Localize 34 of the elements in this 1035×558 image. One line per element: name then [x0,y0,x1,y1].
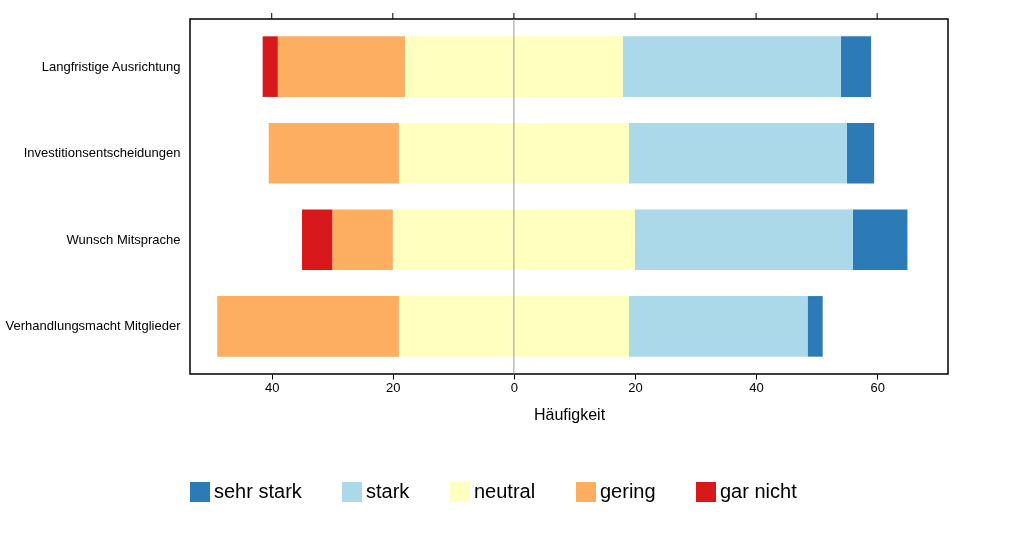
x-tick-label: 0 [510,379,519,395]
bar [217,296,399,357]
legend-label: gering [600,480,656,502]
x-tick-label: 60 [870,379,885,395]
bar [268,122,399,184]
legend-label: gar nicht [720,480,798,502]
bar [852,209,908,271]
bar [622,36,841,97]
bar [628,122,847,184]
legend-label: neutral [474,480,536,502]
x-tick-label: 20 [386,379,401,395]
legend-label: sehr stark [214,480,303,502]
bar [262,36,278,97]
x-tick-label: 40 [265,379,280,395]
bar [404,36,623,97]
bar [392,209,635,271]
x-axis-title: Häufigkeit [533,405,606,423]
y-tick-label: Langfristige Ausrichtung [41,58,181,74]
y-tick-label: Verhandlungsmacht Mitglieder [5,318,182,334]
y-tick-label: Wunsch Mitsprache [66,231,181,247]
bar [277,36,405,97]
bar [628,296,808,357]
legend-label: stark [366,480,411,502]
bar [398,122,629,184]
bar [846,122,875,184]
bar [840,36,872,97]
bar [634,209,853,271]
bar [398,296,629,357]
y-tick-label: Investitionsentscheidungen [23,145,181,161]
bar [302,209,333,271]
x-tick-label: 20 [628,379,643,395]
bar [332,209,393,271]
x-tick-label: 40 [749,379,764,395]
bar [807,296,823,357]
